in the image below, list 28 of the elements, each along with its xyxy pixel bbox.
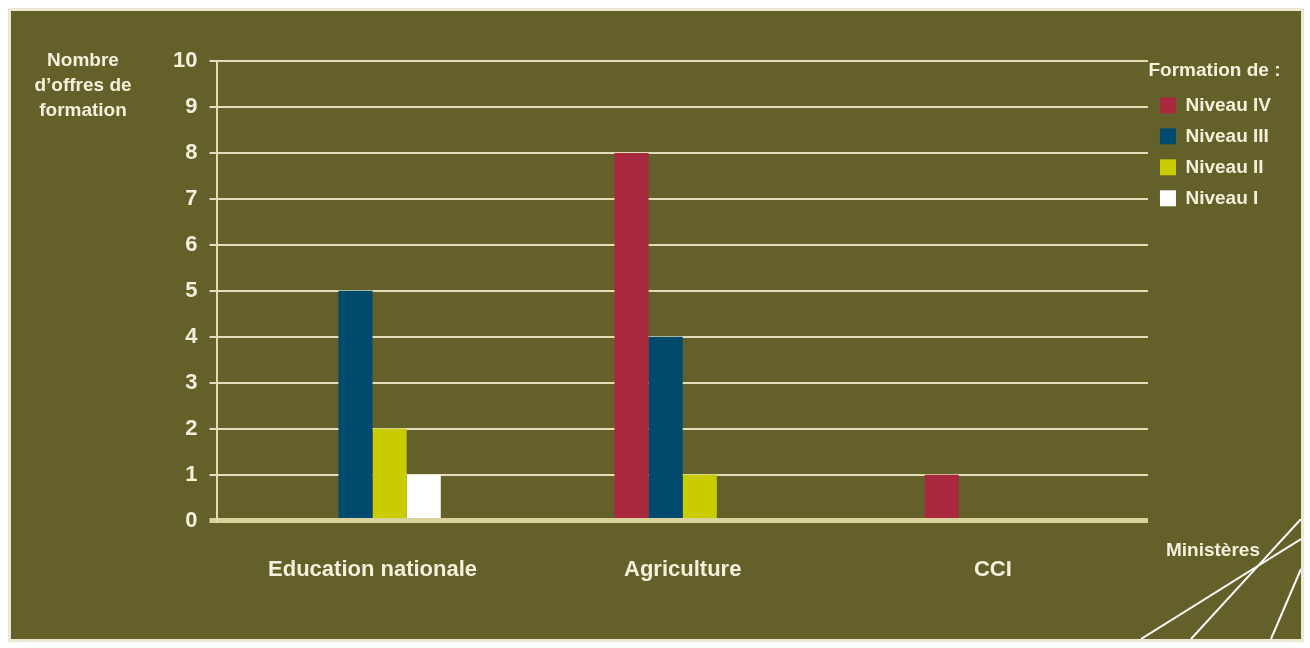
y-tick-label: 6 [185,230,198,256]
legend-label: Niveau I [1185,186,1259,208]
legend-label: Niveau IV [1185,93,1272,115]
x-tick-label: CCI [973,555,1012,581]
y-tick-label: 2 [185,414,198,440]
y-tick-label: 7 [185,184,198,210]
x-tick-label: Agriculture [624,555,742,581]
bar [682,474,717,519]
bar [614,152,649,519]
y-tick-label: 3 [185,368,198,394]
legend-label: Niveau III [1185,124,1269,146]
bar [406,474,441,519]
y-tick-label: 4 [185,322,199,348]
x-tick-label: Education nationale [268,555,478,581]
y-tick-label: 8 [185,138,198,164]
x-axis-title: Ministères [1165,538,1260,560]
legend-title: Formation de : [1148,58,1281,80]
bar [924,474,959,519]
y-axis-title: Nombre d’offres de formation [34,48,132,120]
y-tick-label: 0 [185,506,198,532]
bar [648,336,683,519]
y-tick-label: 1 [185,460,198,486]
y-tick-label: 10 [172,47,198,73]
y-tick-label: 5 [185,276,198,302]
legend-label: Niveau II [1185,155,1264,177]
bar [338,290,373,519]
bar [372,428,407,519]
y-tick-label: 9 [185,93,198,119]
